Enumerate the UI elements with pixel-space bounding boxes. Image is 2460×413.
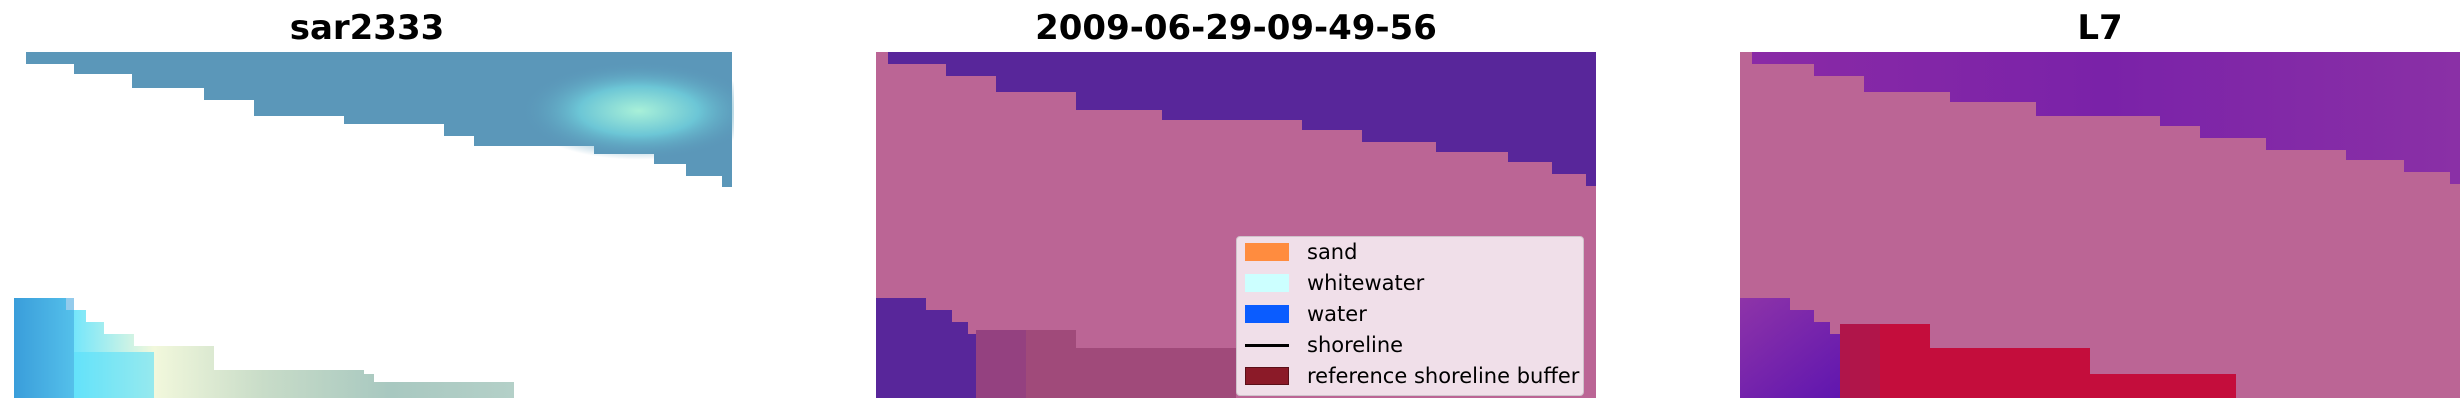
l7-water-lower	[1740, 298, 1866, 398]
legend-label: sand	[1307, 240, 1358, 264]
panel-title-l7: L7	[2077, 8, 2123, 48]
overlay-buffer-region	[976, 330, 1236, 398]
sand-swatch-icon	[1245, 243, 1289, 261]
legend-label: water	[1307, 302, 1367, 326]
l7-shoreline-band	[1840, 324, 2236, 398]
legend-label: whitewater	[1307, 271, 1425, 295]
panel-title-sar: sar2333	[289, 8, 445, 48]
buffer-swatch-icon	[1245, 367, 1289, 385]
legend-label: shoreline	[1307, 333, 1404, 357]
rgb-whitewater-glow	[394, 52, 734, 192]
panel-title-date: 2009-06-29-09-49-56	[1035, 8, 1437, 48]
shoreline-line-icon	[1245, 343, 1289, 347]
legend: sand whitewater water shoreline referenc…	[1236, 236, 1584, 396]
legend-item-shoreline: shoreline	[1245, 330, 1403, 360]
legend-item-sand: sand	[1245, 237, 1357, 267]
l7-panel	[1740, 52, 2460, 398]
legend-label: reference shoreline buffer	[1307, 364, 1580, 388]
overlay-water-upper	[888, 52, 1596, 186]
water-swatch-icon	[1245, 305, 1289, 323]
l7-water-upper	[1752, 52, 2460, 184]
rgb-image-panel	[14, 52, 734, 398]
legend-item-buffer: reference shoreline buffer	[1245, 361, 1579, 391]
whitewater-swatch-icon	[1245, 274, 1289, 292]
legend-item-whitewater: whitewater	[1245, 268, 1424, 298]
legend-item-water: water	[1245, 299, 1367, 329]
